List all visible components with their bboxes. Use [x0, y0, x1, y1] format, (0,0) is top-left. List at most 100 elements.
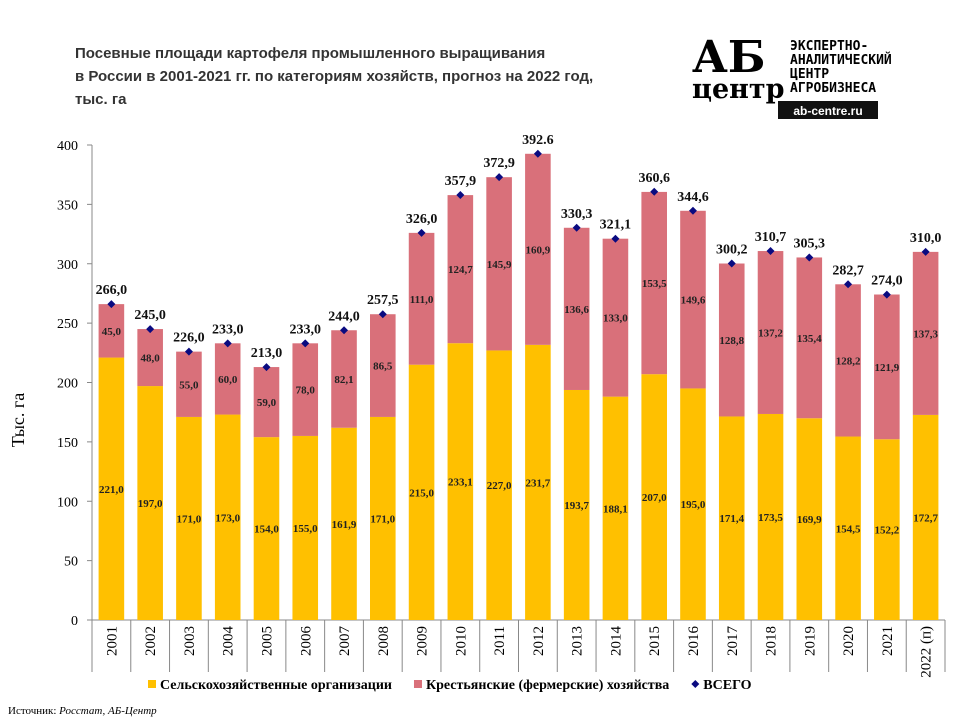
x-tick-label: 2005 — [259, 626, 275, 656]
bar-segment — [563, 389, 590, 620]
logo-mark: центр — [692, 74, 785, 105]
legend: Сельскохозяйственные организации Крестьян… — [148, 678, 752, 693]
data-label: 195,0 — [681, 499, 706, 511]
data-label: 154,5 — [836, 523, 861, 535]
data-label: 135,4 — [797, 333, 822, 345]
data-label: 221,0 — [99, 484, 124, 496]
total-label: 360,6 — [638, 171, 670, 186]
total-label: 372,9 — [483, 156, 515, 171]
x-tick-label: 2006 — [298, 626, 314, 657]
x-tick-label: 2009 — [415, 626, 431, 656]
total-label: 392.6 — [522, 133, 554, 148]
total-marker — [223, 339, 232, 348]
total-marker — [456, 190, 465, 199]
bar-segment — [525, 344, 551, 620]
total-marker — [611, 234, 620, 243]
x-tick-label: 2017 — [725, 626, 741, 657]
total-label: 274,0 — [871, 274, 903, 289]
data-label: 86,5 — [373, 361, 393, 373]
total-label: 245,0 — [134, 308, 166, 323]
bar-segment — [447, 343, 474, 620]
data-label: 155,0 — [293, 523, 318, 535]
total-marker — [301, 339, 310, 348]
x-tick-label: 2018 — [764, 626, 780, 656]
data-label: 60,0 — [218, 374, 238, 386]
total-marker — [650, 187, 659, 196]
data-label: 197,0 — [138, 498, 163, 510]
y-tick-label: 150 — [57, 436, 78, 451]
data-label: 171,0 — [177, 513, 202, 525]
total-marker — [688, 206, 697, 215]
x-tick-label: 2003 — [182, 626, 198, 656]
total-label: 310,7 — [755, 230, 787, 245]
legend-swatch — [148, 680, 156, 688]
logo-text: АГРОБИЗНЕСА — [790, 81, 876, 96]
total-marker — [766, 247, 775, 256]
x-tick-label: 2021 — [880, 626, 896, 656]
data-label: 78,0 — [296, 385, 316, 397]
total-marker — [921, 247, 930, 256]
total-label: 300,2 — [716, 243, 748, 258]
total-marker — [184, 347, 193, 356]
data-label: 124,7 — [448, 264, 473, 276]
data-label: 111,0 — [410, 294, 434, 306]
bar-segment — [641, 374, 667, 620]
bar-segment — [796, 257, 823, 419]
data-label: 173,5 — [758, 512, 783, 524]
bar-segment — [253, 367, 280, 438]
y-tick-label: 350 — [57, 198, 78, 213]
legend-swatch — [413, 680, 422, 688]
bar-segment — [835, 284, 861, 437]
data-label: 45,0 — [102, 326, 122, 338]
source: Источник: Росстат, АБ-Центр — [8, 705, 157, 717]
source-label: Источник: — [8, 705, 56, 717]
data-label: 207,0 — [642, 492, 667, 504]
bar-segment — [796, 418, 823, 620]
total-label: 326,0 — [406, 212, 438, 227]
y-tick-label: 0 — [71, 614, 78, 629]
total-marker — [727, 259, 736, 268]
x-tick-label: 2001 — [104, 626, 120, 656]
total-label: 357,9 — [445, 174, 477, 189]
chart-title: в России в 2001-2021 гг. по категориям х… — [75, 68, 593, 85]
data-label: 82,1 — [334, 374, 353, 386]
bar-segment — [563, 227, 590, 390]
total-marker — [262, 363, 271, 372]
bar-segment — [525, 153, 551, 345]
x-tick-label: 2015 — [647, 626, 663, 656]
bar-segment — [486, 177, 512, 351]
total-marker — [533, 149, 542, 158]
data-label: 133,0 — [603, 313, 628, 325]
legend-label: Сельскохозяйственные организации — [160, 678, 392, 693]
bar-segment — [214, 414, 241, 620]
y-tick-label: 50 — [64, 555, 78, 570]
logo-url: ab-centre.ru — [793, 104, 862, 118]
total-label: 310,0 — [910, 231, 942, 246]
bar-segment — [176, 416, 202, 620]
bar-segment — [98, 357, 125, 620]
bar-segment — [214, 343, 241, 415]
total-label: 213,0 — [251, 346, 283, 361]
bar-segment — [912, 251, 939, 415]
x-tick-label: 2012 — [531, 626, 547, 656]
total-marker — [844, 280, 853, 289]
bar-segment — [408, 232, 435, 365]
x-tick-label: 2013 — [570, 626, 586, 656]
total-label: 321,1 — [600, 218, 632, 233]
x-tick-label: 2019 — [802, 626, 818, 656]
x-tick-label: 2002 — [143, 626, 159, 656]
data-label: 137,2 — [758, 328, 783, 340]
bar-segment — [874, 294, 900, 440]
x-tick-label: 2016 — [686, 626, 702, 657]
data-label: 121,9 — [874, 362, 899, 374]
data-label: 171,0 — [370, 513, 395, 525]
logo-box — [778, 101, 878, 119]
data-label: 160,9 — [526, 244, 551, 256]
legend-marker — [691, 680, 700, 688]
total-marker — [146, 325, 155, 334]
bar-segment — [602, 396, 629, 620]
total-label: 305,3 — [794, 236, 826, 251]
total-label: 257,5 — [367, 293, 399, 308]
total-marker — [378, 310, 387, 319]
data-label: 188,1 — [603, 503, 628, 515]
